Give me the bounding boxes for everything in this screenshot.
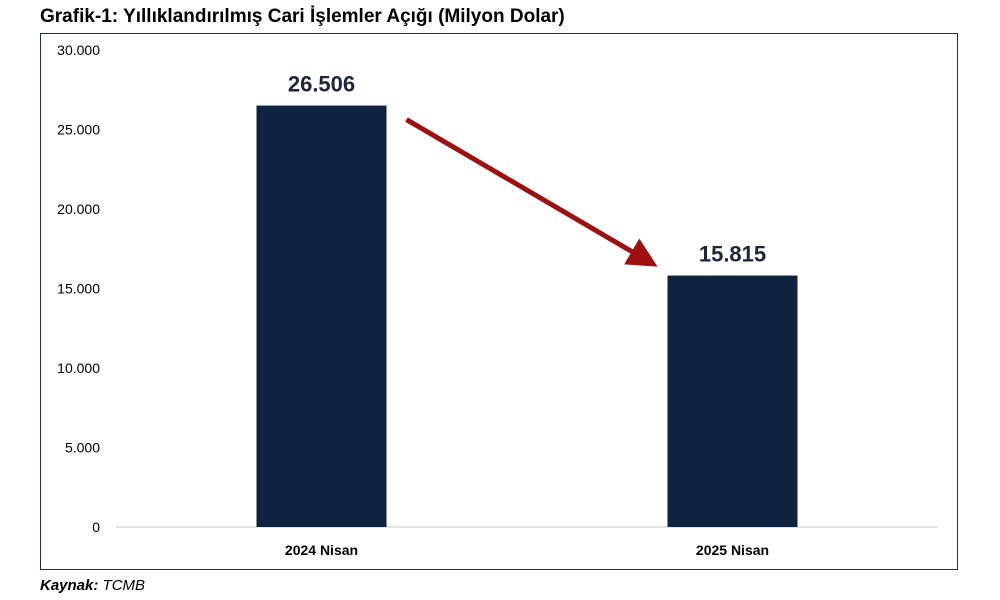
source-value: TCMB: [102, 577, 146, 594]
y-tick-label: 0: [92, 519, 100, 535]
y-tick-label: 15.000: [57, 281, 100, 297]
y-axis-ticks: 0 5.000 10.000 15.000 20.000 25.000 30.000: [57, 42, 100, 535]
data-labels: 26.506 15.815: [288, 72, 766, 267]
bar: [667, 275, 798, 527]
trend-arrow: [405, 117, 658, 267]
bars: [256, 105, 798, 528]
x-axis-categories: 2024 Nisan 2025 Nisan: [285, 542, 769, 558]
x-tick-label: 2024 Nisan: [285, 542, 358, 558]
chart-title: Grafik-1: Yıllıklandırılmış Cari İşlemle…: [40, 6, 565, 27]
bar: [256, 105, 387, 528]
source-label: Kaynak:: [40, 577, 99, 594]
data-label: 15.815: [699, 242, 766, 267]
source-note: Kaynak: TCMB: [40, 577, 145, 594]
chart-frame: [40, 33, 958, 570]
x-tick-label: 2025 Nisan: [696, 542, 769, 558]
y-tick-label: 30.000: [57, 42, 100, 58]
y-tick-label: 5.000: [65, 440, 100, 456]
y-tick-label: 10.000: [57, 360, 100, 376]
y-tick-label: 25.000: [57, 122, 100, 138]
data-label: 26.506: [288, 72, 355, 97]
y-tick-label: 20.000: [57, 201, 100, 217]
